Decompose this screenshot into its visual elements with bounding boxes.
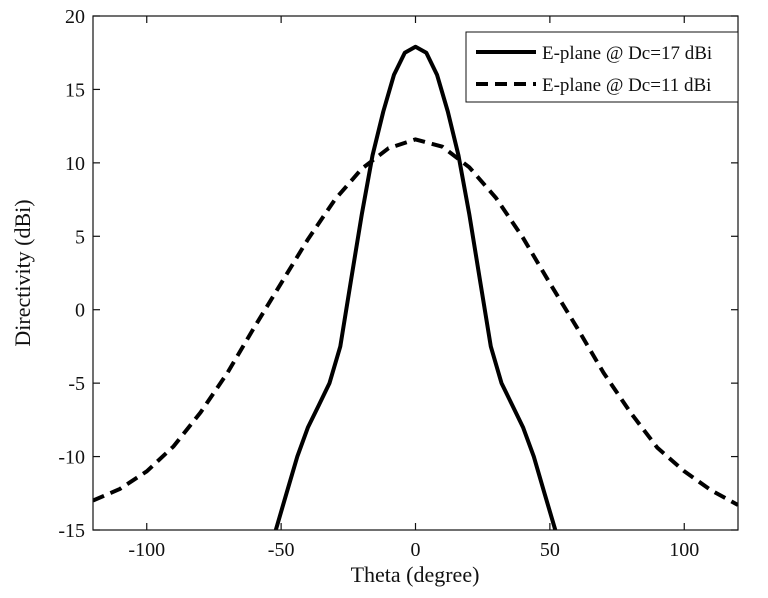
plot-lines: [93, 44, 738, 530]
legend-box: [465, 31, 739, 103]
y-tick-label: 5: [75, 226, 85, 248]
y-tick-label: 20: [65, 6, 85, 28]
y-tick-label: 10: [65, 153, 85, 175]
x-tick-label: 100: [669, 539, 699, 561]
x-tick-label: -50: [268, 539, 295, 561]
y-tick-label: -5: [68, 373, 85, 395]
legend: E-plane @ Dc=17 dBi E-plane @ Dc=11 dBi: [465, 31, 739, 103]
legend-label-series-1: E-plane @ Dc=17 dBi: [542, 43, 712, 64]
y-tick-label: 0: [75, 300, 85, 322]
y-axis-label: Directivity (dBi): [10, 199, 35, 346]
y-tick-label: 15: [65, 79, 85, 101]
x-tick-label: 50: [540, 539, 560, 561]
y-tick-label: -15: [58, 520, 85, 542]
y-tick-label: -10: [58, 447, 85, 469]
x-axis-label: Theta (degree): [351, 562, 480, 587]
legend-label-series-2: E-plane @ Dc=11 dBi: [542, 75, 711, 96]
x-tick-label: 0: [411, 539, 421, 561]
x-tick-label: -100: [128, 539, 165, 561]
series-2-line: [93, 137, 738, 507]
series-1-line: [273, 44, 558, 530]
